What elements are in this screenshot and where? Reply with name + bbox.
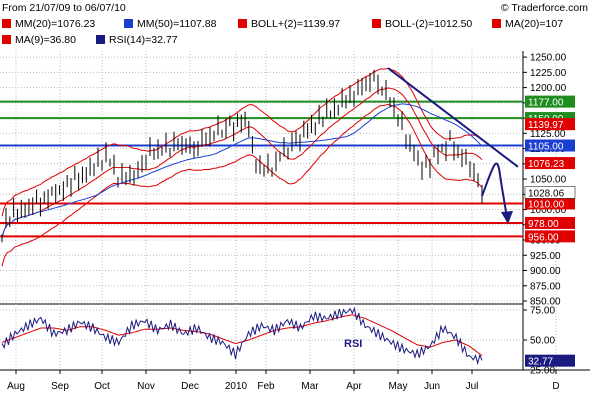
price-tags: 1177.001150.001105.001010.00978.00956.00… [524,95,576,243]
rsi-y-tick-label: 75.00 [530,306,555,317]
x-tick-label: Mar [301,381,319,392]
price-series [1,67,519,267]
legend-swatch [492,19,501,28]
value-tag-bg [524,186,576,199]
price-y-tick-label: 1250.00 [530,53,567,64]
x-tick-label: Aug [7,381,25,392]
level-tag-bg [525,95,575,108]
rsi-value-tag-bg [525,354,575,367]
level-tag-bg [525,230,575,243]
price-y-tick-label: 900.00 [530,266,561,277]
value-tag-bg [525,157,575,170]
level-tag-label: 1105.00 [528,142,564,153]
price-grid [0,51,557,370]
price-y-tick-label: 1200.00 [530,83,567,94]
value-tag-bg [525,118,575,131]
x-tick-label: Feb [257,381,275,392]
legend: MM(20)=1076.23 MM(50)=1107.88 BOLL+(2)=113… [2,18,563,46]
trendline [387,67,519,168]
legend-entry: BOLL+(2)=1139.97 [251,18,340,30]
boll-lower-line [1,103,483,267]
rsi-line [1,306,483,366]
x-tick-label: Dec [181,381,199,392]
level-tag-label: 1177.00 [528,98,564,109]
legend-swatch [2,19,11,28]
rsi-ma-line [1,314,483,357]
level-tag-label: 956.00 [528,232,559,243]
price-y-tick-label: 1050.00 [530,175,567,186]
x-tick-label: 2010 [225,381,248,392]
legend-swatch [372,19,381,28]
rsi-tags: 32.77 [525,354,575,368]
rsi-y-tick-label: 50.00 [530,336,555,347]
legend-entry: BOLL-(2)=1012.50 [385,18,472,30]
legend-swatch [238,19,247,28]
level-tag-bg [525,216,575,229]
x-tick-label: Oct [94,381,110,392]
price-y-tick-label: 925.00 [530,251,561,262]
x-tick-label: May [389,381,408,392]
price-panel: 1250.001225.001200.001175.001150.001125.… [0,51,576,370]
price-y-tick-label: 1225.00 [530,68,567,79]
x-tick-label: Jul [466,381,479,392]
value-tag-label: 1028.06 [528,188,565,199]
x-tick-label: Jun [424,381,440,392]
x-tick-label: D [552,381,559,392]
mm50-line [1,103,483,239]
legend-entry: MA(20)=107 [505,18,563,30]
price-y-tick-label: 1125.00 [530,129,566,140]
value-tag-label: 1139.97 [528,120,564,131]
price-y-tick-label: 850.00 [530,297,561,308]
legend-swatch [96,35,105,44]
level-tag-label: 1010.00 [528,199,565,210]
rsi-title: RSI [344,338,362,350]
price-y-tick-label: 875.00 [530,281,561,292]
rsi-y-tick-label: 25.00 [530,366,555,377]
rsi-grid [0,303,557,371]
legend-entry: MM(20)=1076.23 [15,18,95,30]
date-range-label: From 21/07/09 to 06/07/10 [2,2,126,14]
boll-upper-line [1,67,483,217]
rsi-value-tag-label: 32.77 [528,357,553,368]
legend-entry: MA(9)=36.80 [15,34,76,46]
legend-swatch [124,19,133,28]
price-plot-area [0,51,523,301]
rsi-panel: 75.00 50.00 25.00 32.77 RSI [0,303,575,377]
x-tick-label: Nov [137,381,155,392]
value-tag-label: 1076.23 [528,159,565,170]
rsi-series [1,306,483,366]
x-tick-label: Apr [346,381,362,392]
legend-entry: RSI(14)=32.77 [109,34,178,46]
level-tag-bg [525,139,575,152]
price-y-ticks: 1250.001225.001200.001175.001150.001125.… [523,53,567,308]
level-tag-bg [525,197,575,210]
price-y-tick-label: 1000.00 [530,205,567,216]
projection-arrow-head [501,211,513,224]
source-label: © Traderforce.com [501,2,588,14]
legend-swatch [2,35,11,44]
legend-entry: MM(50)=1107.88 [137,18,217,30]
level-tag-label: 978.00 [528,219,559,230]
x-tick-label: Sep [51,381,69,392]
projection-arrow-shaft [481,162,508,219]
x-axis: Aug Sep Oct Nov Dec 2010 Feb Mar Apr May Jun Jul D [0,369,590,392]
